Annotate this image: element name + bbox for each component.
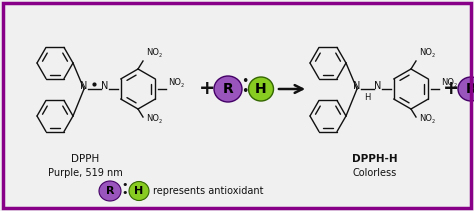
Text: NO: NO bbox=[146, 48, 159, 57]
Text: N: N bbox=[353, 81, 361, 91]
Text: NO: NO bbox=[168, 78, 181, 87]
Ellipse shape bbox=[99, 181, 121, 201]
Ellipse shape bbox=[214, 76, 242, 102]
Text: NO: NO bbox=[419, 48, 432, 57]
Text: $_2$: $_2$ bbox=[158, 51, 163, 60]
Text: •: • bbox=[241, 85, 249, 99]
Text: R: R bbox=[465, 82, 474, 96]
Text: H: H bbox=[134, 186, 144, 196]
Text: $_2$: $_2$ bbox=[158, 118, 163, 126]
Text: •: • bbox=[241, 76, 249, 88]
Text: DPPH-H: DPPH-H bbox=[352, 154, 398, 164]
Text: +: + bbox=[199, 80, 215, 99]
Text: represents antioxidant: represents antioxidant bbox=[153, 186, 264, 196]
Text: $_2$: $_2$ bbox=[180, 81, 185, 90]
Text: H: H bbox=[255, 82, 267, 96]
Text: $_2$: $_2$ bbox=[431, 51, 436, 60]
Text: $_2$: $_2$ bbox=[431, 118, 436, 126]
Ellipse shape bbox=[458, 77, 474, 101]
Text: H: H bbox=[365, 92, 371, 101]
Ellipse shape bbox=[248, 77, 273, 101]
Text: •: • bbox=[122, 188, 128, 198]
Text: N: N bbox=[80, 81, 88, 91]
Text: NO: NO bbox=[419, 114, 432, 123]
Text: Purple, 519 nm: Purple, 519 nm bbox=[47, 168, 122, 178]
Text: +: + bbox=[443, 80, 459, 99]
Text: NO: NO bbox=[146, 114, 159, 123]
Text: R: R bbox=[106, 186, 114, 196]
Text: DPPH: DPPH bbox=[71, 154, 99, 164]
Text: Colorless: Colorless bbox=[353, 168, 397, 178]
Text: N: N bbox=[374, 81, 382, 91]
Text: •: • bbox=[122, 180, 128, 190]
Text: NO: NO bbox=[441, 78, 454, 87]
Text: R: R bbox=[223, 82, 233, 96]
Text: N: N bbox=[101, 81, 109, 91]
Ellipse shape bbox=[129, 181, 149, 200]
Text: $_2$: $_2$ bbox=[453, 81, 458, 90]
